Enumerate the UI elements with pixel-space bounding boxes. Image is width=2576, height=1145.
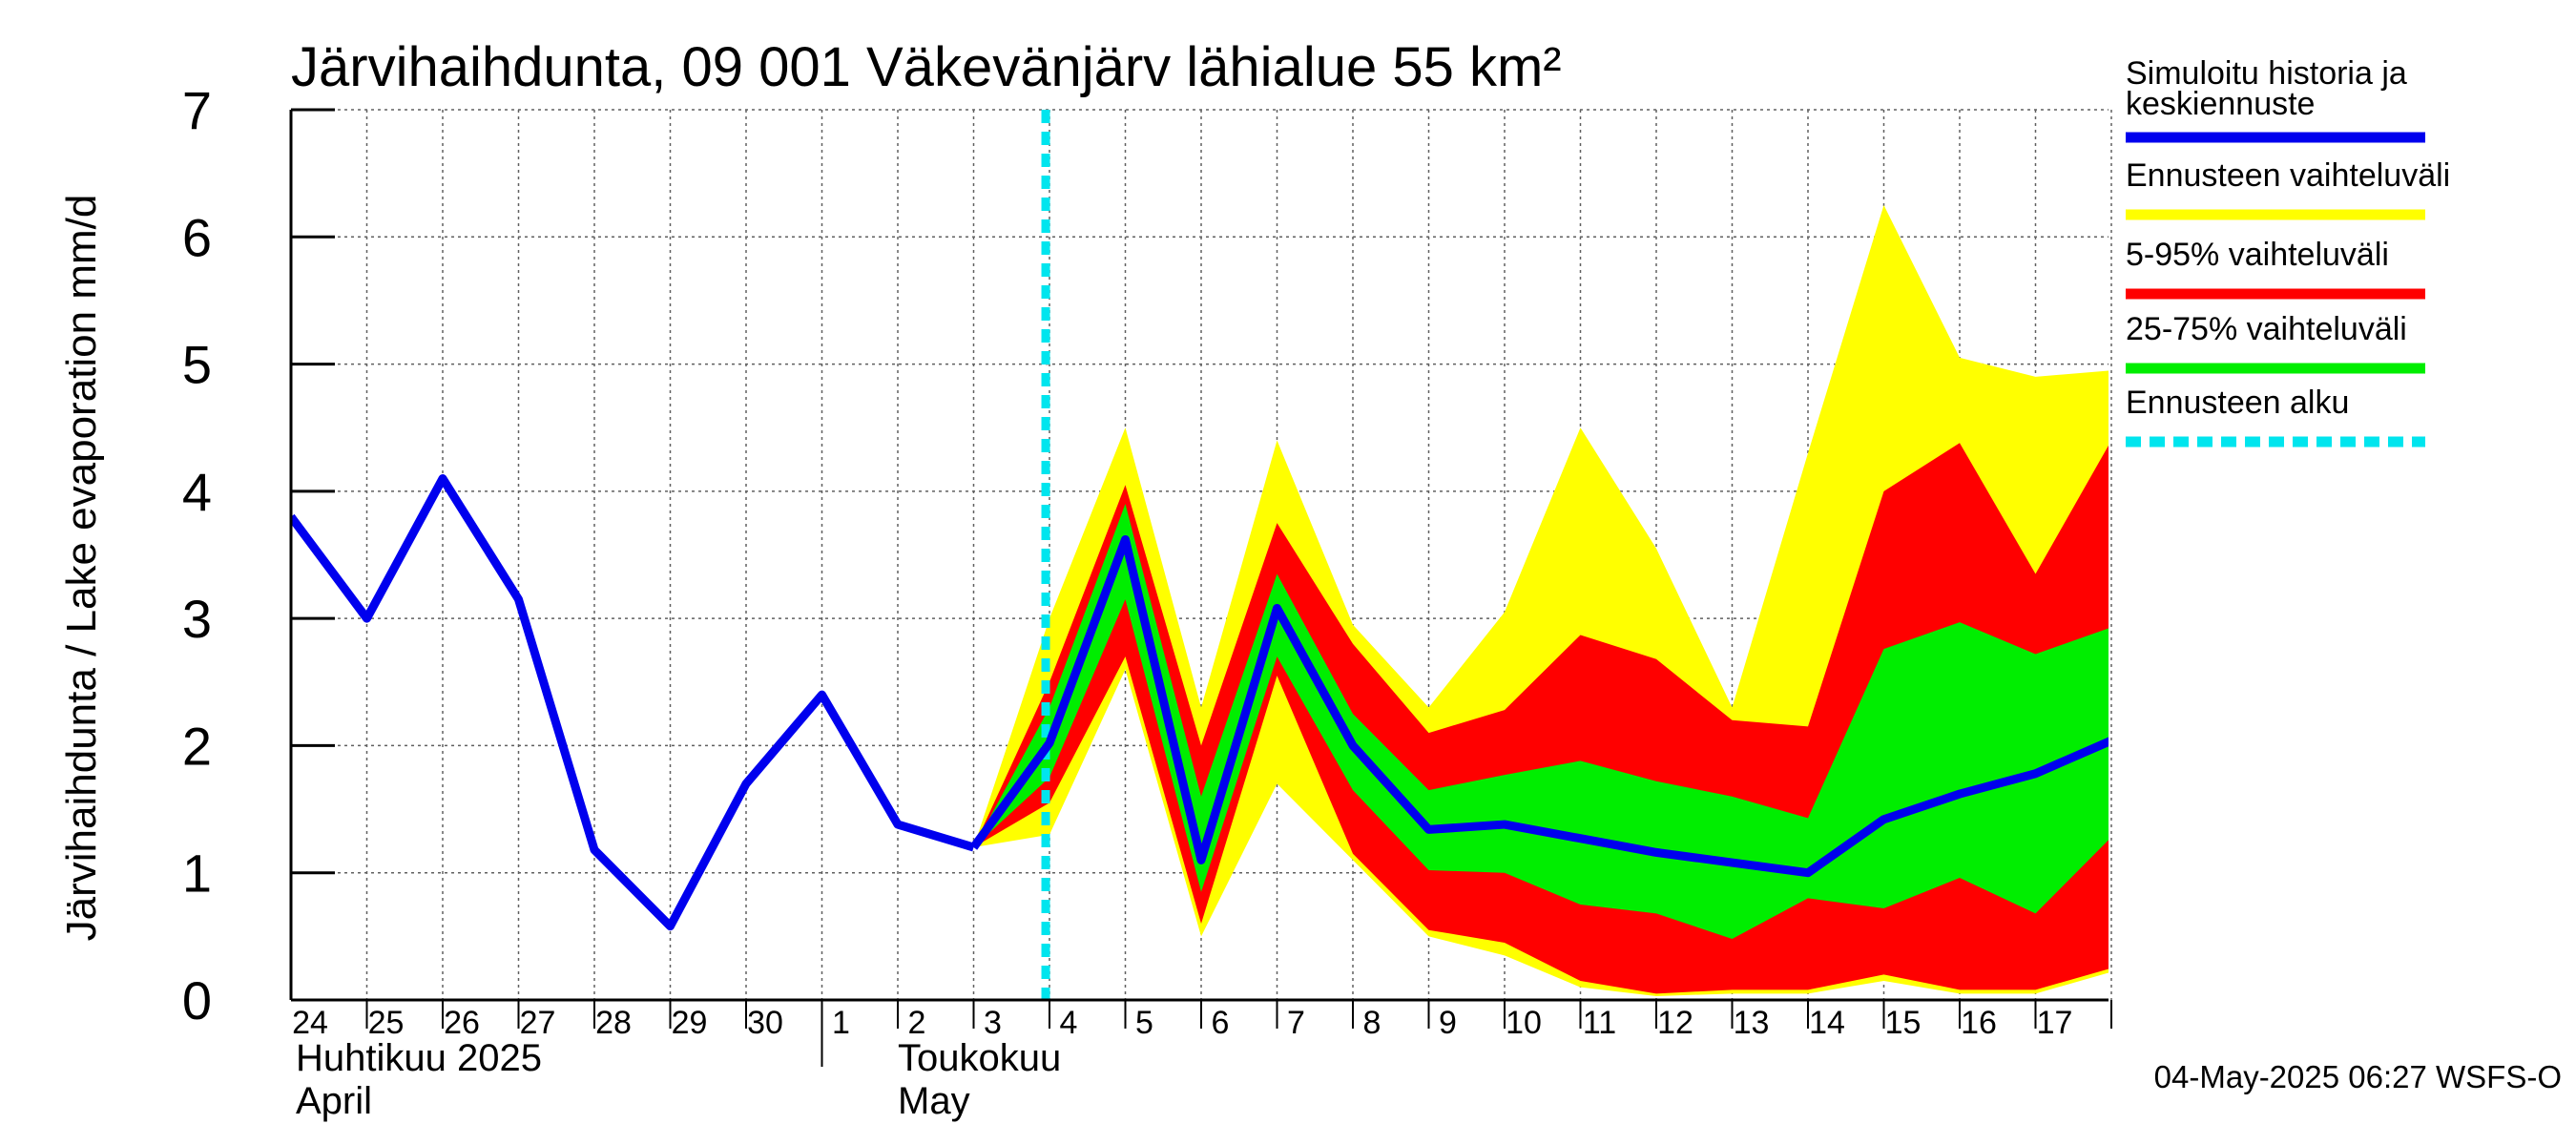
y-tick-label: 5 (182, 335, 212, 395)
x-tick-label: 4 (1060, 1005, 1078, 1041)
x-tick-label: 27 (520, 1005, 556, 1041)
x-tick-label: 5 (1135, 1005, 1153, 1041)
series-lines (291, 110, 2109, 1000)
x-tick-label: 9 (1439, 1005, 1457, 1041)
x-tick-label: 13 (1734, 1005, 1770, 1041)
x-tick-label: 12 (1657, 1005, 1693, 1041)
history-line (291, 474, 975, 931)
axes (289, 108, 2112, 1067)
x-tick-label: 15 (1885, 1005, 1922, 1041)
legend-label: 5-95% vaihteluväli (2126, 237, 2389, 273)
y-tick-label: 6 (182, 207, 212, 267)
legend-label: 25-75% vaihteluväli (2126, 311, 2407, 347)
y-tick-label: 7 (182, 80, 212, 140)
x-tick-label: 24 (292, 1005, 328, 1041)
month-label-en: April (296, 1080, 372, 1122)
p25-75-band (973, 504, 2109, 940)
x-tick-label: 6 (1212, 1005, 1230, 1041)
x-tick-labels: 24 25 26 27 28 29 30 1 2 3 4 5 6 7 8 9 10 11 12 13 14 15 16 17 (292, 1005, 2072, 1041)
y-tick-label: 3 (182, 589, 212, 649)
y-tick-label: 4 (182, 462, 212, 522)
grid-lines (291, 109, 2112, 1001)
x-tick-label: 29 (672, 1005, 708, 1041)
timestamp: 04-May-2025 06:27 WSFS-O (2154, 1059, 2562, 1094)
x-tick-label: 28 (595, 1005, 632, 1041)
month-label: Toukokuu (898, 1037, 1061, 1079)
forecast-bands (973, 204, 2109, 996)
x-tick-label: 10 (1506, 1005, 1542, 1041)
x-tick-label: 14 (1809, 1005, 1845, 1041)
chart-title: Järvihaihdunta, 09 001 Väkevänjärv lähia… (291, 36, 1562, 98)
month-label: Huhtikuu 2025 (296, 1037, 542, 1079)
legend-label: Ennusteen alku (2126, 385, 2349, 421)
x-tick-label: 26 (444, 1005, 480, 1041)
median-forecast-line (969, 535, 2109, 878)
legend-label: Ennusteen vaihteluväli (2126, 157, 2450, 194)
x-tick-label: 7 (1287, 1005, 1305, 1041)
x-tick-label: 11 (1583, 1005, 1616, 1041)
legend-label-line2: keskiennuste (2126, 86, 2315, 122)
y-tick-label: 1 (182, 843, 212, 904)
x-tick-label: 8 (1363, 1005, 1381, 1041)
x-tick-label: 17 (2037, 1005, 2073, 1041)
y-tick-labels: 0 1 2 3 4 5 6 7 (182, 80, 212, 1030)
x-tick-label: 30 (747, 1005, 783, 1041)
y-axis-label: Järvihaihdunta / Lake evaporation mm/d (58, 195, 105, 942)
x-tick-label: 2 (908, 1005, 926, 1041)
y-tick-label: 2 (182, 716, 212, 776)
x-tick-label: 1 (832, 1005, 850, 1041)
y-tick-label: 0 (182, 970, 212, 1030)
x-tick-label: 25 (368, 1005, 405, 1041)
x-tick-label: 16 (1961, 1005, 1997, 1041)
month-label-en: May (898, 1080, 970, 1122)
x-tick-label: 3 (984, 1005, 1002, 1041)
legend-label: Simuloitu historia ja (2126, 55, 2407, 92)
